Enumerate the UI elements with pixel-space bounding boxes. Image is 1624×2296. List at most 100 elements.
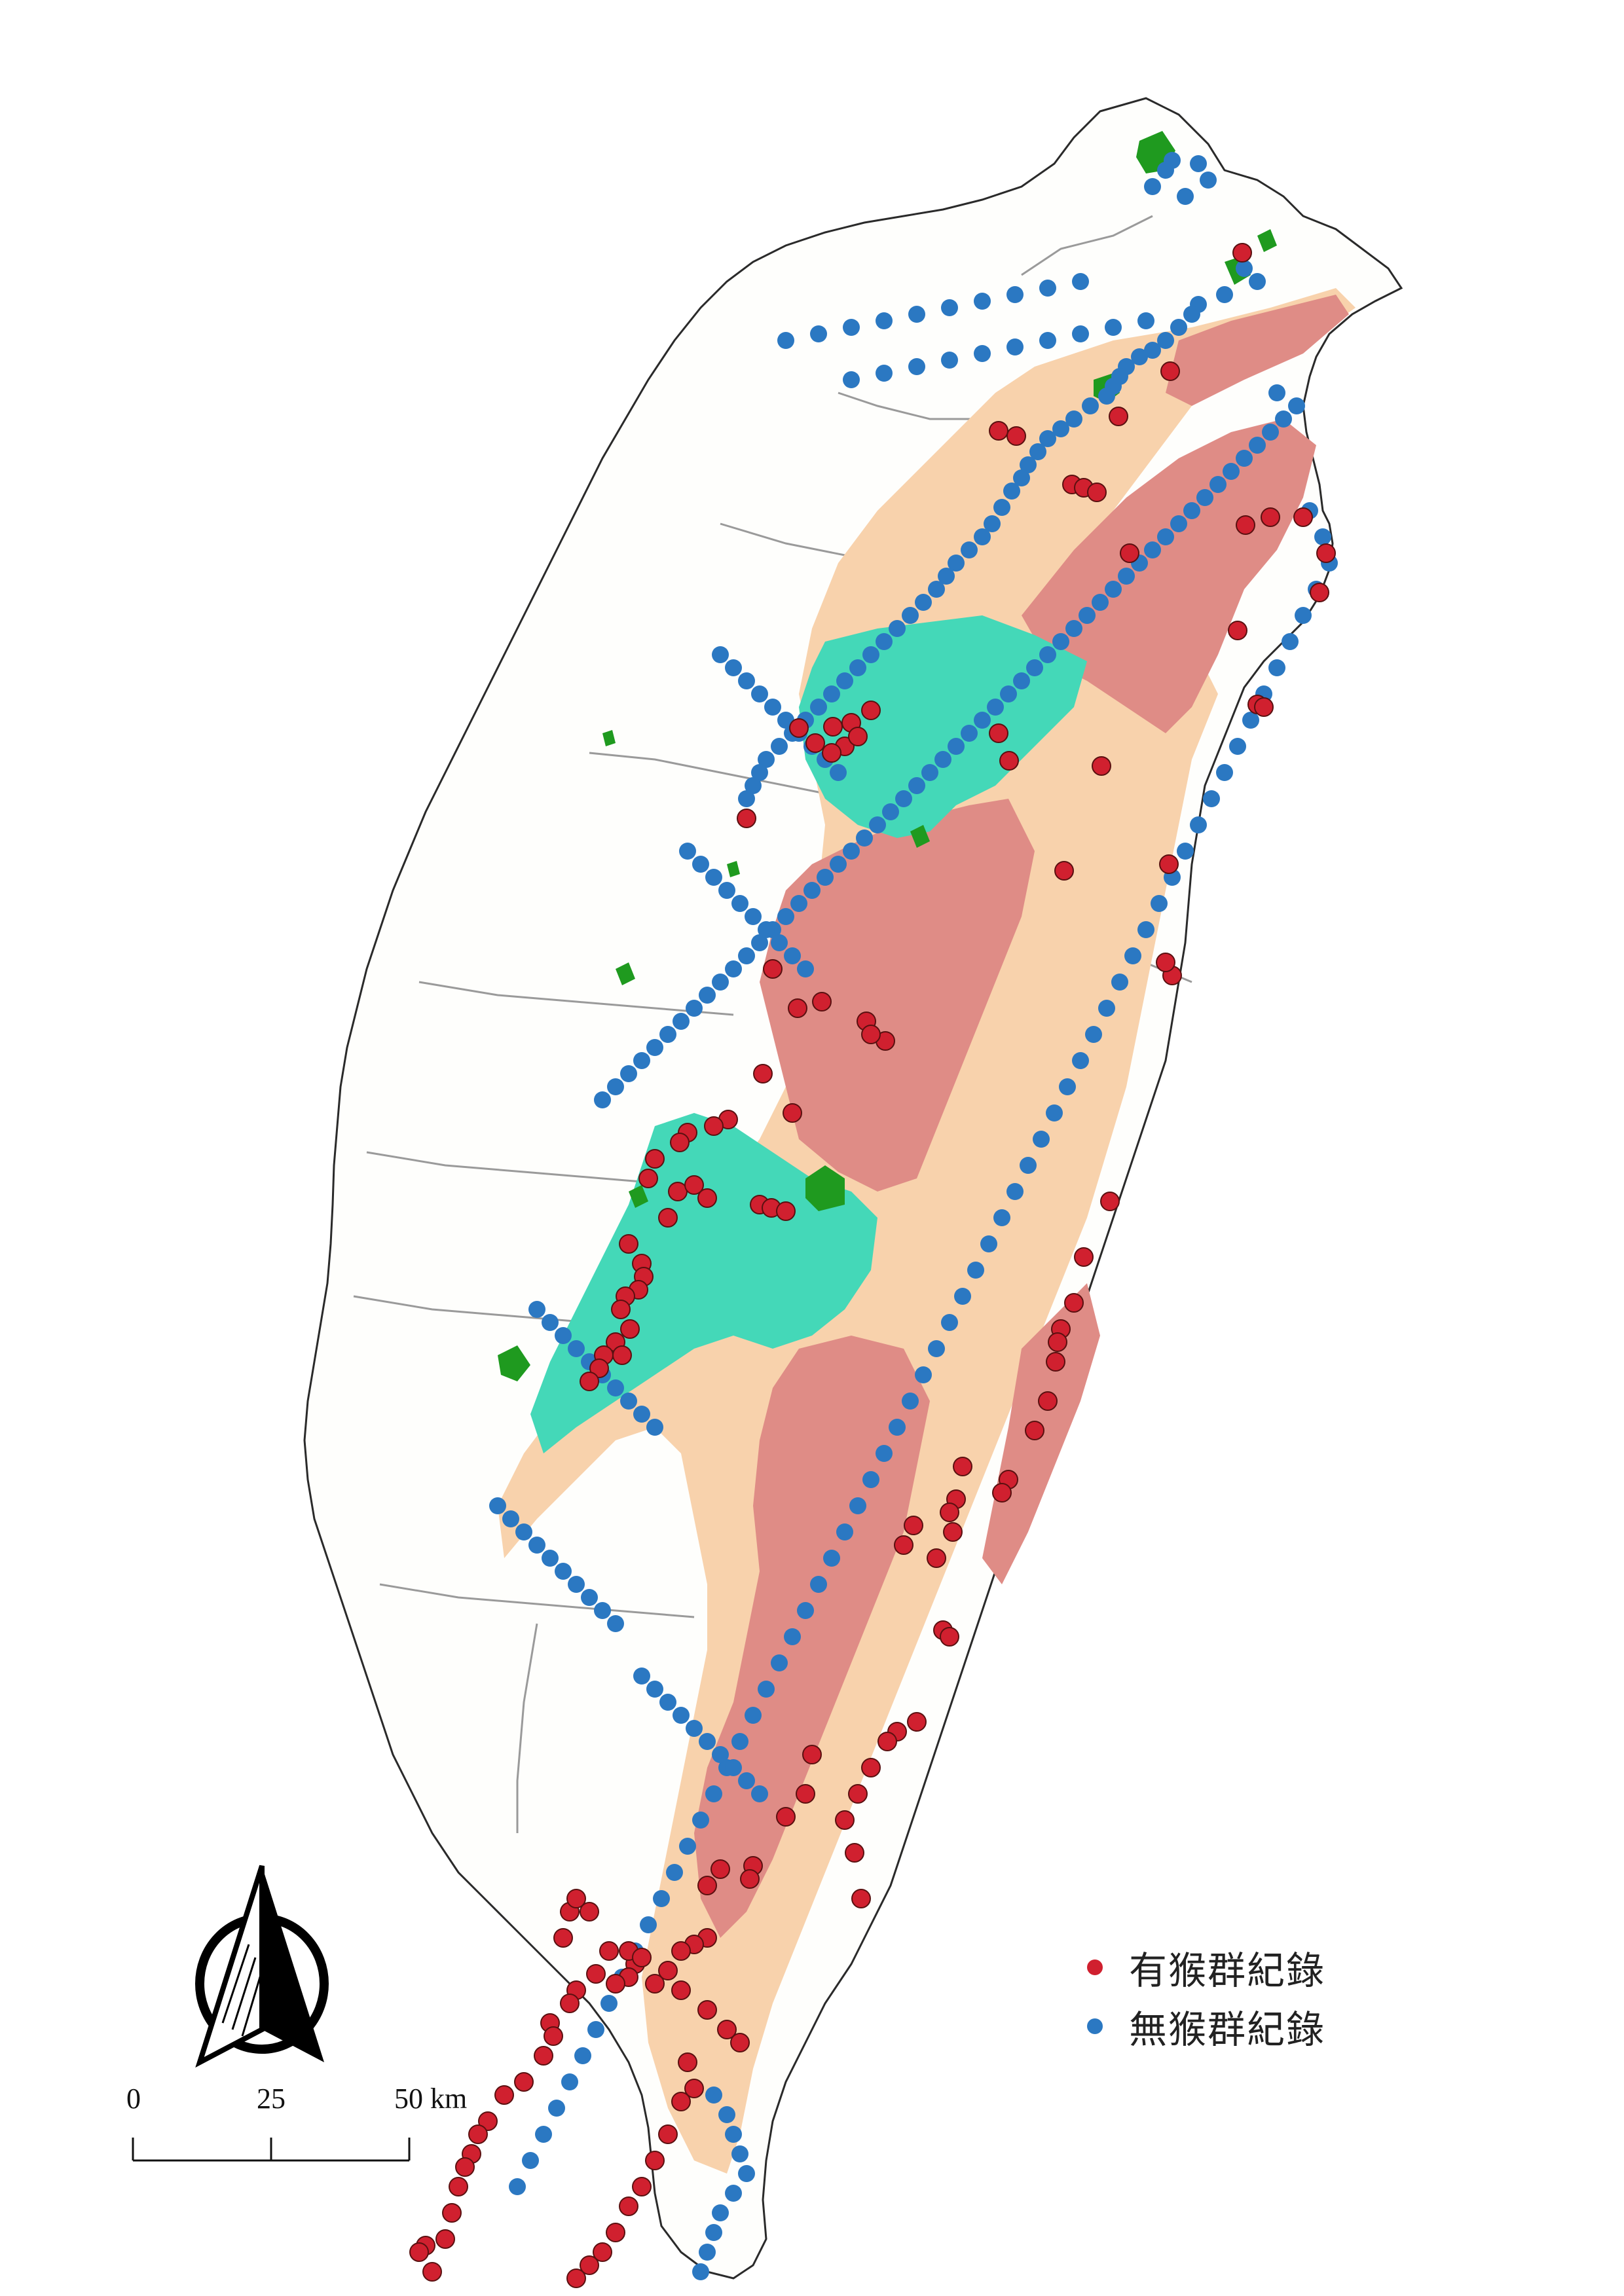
present-point — [763, 959, 783, 979]
present-point — [1316, 543, 1336, 563]
present-point — [812, 992, 832, 1011]
absent-point — [876, 312, 893, 329]
present-point — [1048, 1332, 1067, 1352]
absent-point — [633, 1667, 650, 1685]
absent-point — [882, 803, 899, 820]
present-point — [606, 1974, 625, 1994]
present-point — [478, 2111, 498, 2131]
absent-points-layer — [489, 152, 1338, 2280]
present-point — [1293, 507, 1313, 527]
absent-point — [515, 1523, 532, 1540]
absent-point — [673, 1013, 690, 1030]
absent-point — [587, 2021, 604, 2038]
absent-point — [1275, 410, 1292, 428]
absent-point — [948, 555, 965, 572]
present-point — [989, 723, 1008, 743]
present-point — [1232, 243, 1252, 263]
absent-point — [980, 1235, 997, 1252]
present-point — [940, 1503, 959, 1522]
absent-point — [823, 685, 840, 702]
absent-point — [974, 345, 991, 362]
absent-point — [535, 2126, 552, 2143]
present-point — [927, 1548, 946, 1568]
present-point — [619, 1234, 638, 1254]
present-points-layer — [409, 243, 1336, 2288]
present-point — [580, 1372, 599, 1391]
absent-point — [1223, 463, 1240, 480]
absent-point — [725, 659, 742, 676]
north-arrow-icon — [195, 1865, 329, 2068]
absent-point — [542, 1550, 559, 1567]
present-point — [1087, 483, 1107, 502]
absent-point — [738, 790, 755, 807]
present-point — [717, 2020, 737, 2039]
present-point — [589, 1358, 609, 1378]
present-point — [861, 1758, 881, 1777]
present-point — [740, 1869, 760, 1889]
absent-point — [1105, 319, 1122, 336]
absent-point — [784, 947, 801, 964]
legend-label-absent: 無猴群紀錄 — [1129, 2007, 1326, 2052]
absent-point — [692, 2263, 709, 2280]
absent-point — [548, 2100, 565, 2117]
present-point — [684, 2079, 704, 2098]
absent-point — [771, 738, 788, 755]
absent-point — [1196, 489, 1213, 506]
present-point — [586, 1964, 606, 1984]
present-point — [861, 701, 881, 720]
absent-point — [1118, 568, 1135, 585]
absent-point — [934, 751, 951, 768]
absent-point — [1052, 420, 1069, 437]
present-point — [992, 1483, 1012, 1503]
absent-point — [699, 2244, 716, 2261]
present-point — [697, 1188, 717, 1208]
absent-point — [509, 2178, 526, 2195]
absent-point — [725, 2126, 742, 2143]
present-point — [606, 2223, 625, 2242]
present-point — [671, 1941, 691, 1961]
absent-point — [555, 1563, 572, 1580]
zone-rose-ne — [1022, 419, 1316, 733]
absent-point — [561, 2073, 578, 2090]
absent-point — [673, 1707, 690, 1724]
absent-point — [1216, 764, 1233, 781]
absent-point — [974, 293, 991, 310]
absent-point — [1079, 607, 1096, 624]
absent-point — [941, 352, 958, 369]
absent-point — [908, 358, 925, 375]
zone-peach — [498, 288, 1356, 2174]
absent-point — [522, 2152, 539, 2169]
absent-point — [745, 1707, 762, 1724]
present-point — [580, 2255, 599, 2275]
absent-point — [1151, 895, 1168, 912]
absent-point — [600, 1995, 618, 2012]
scale-bar — [132, 2138, 411, 2162]
absent-point — [1033, 1131, 1050, 1148]
absent-point — [843, 371, 860, 388]
absent-point — [686, 1720, 703, 1737]
absent-point — [849, 659, 866, 676]
absent-point — [1065, 410, 1082, 428]
absent-point — [810, 1576, 827, 1593]
present-point — [678, 2052, 697, 2072]
zone-teal-central — [530, 1113, 877, 1453]
present-point — [645, 1974, 665, 1994]
absent-point — [640, 1916, 657, 1933]
absent-point — [784, 1628, 801, 1645]
absent-point — [876, 1445, 893, 1462]
absent-point — [489, 1497, 506, 1514]
absent-point — [1006, 1183, 1024, 1200]
absent-point — [528, 1537, 545, 1554]
absent-point — [1183, 306, 1200, 323]
present-point — [848, 727, 868, 746]
absent-point — [633, 1052, 650, 1069]
absent-point — [921, 764, 938, 781]
present-point — [494, 2085, 514, 2105]
absent-point — [974, 528, 991, 545]
absent-point — [712, 1746, 729, 1763]
absent-point — [1268, 659, 1285, 676]
absent-point — [1170, 515, 1187, 532]
absent-point — [646, 1681, 663, 1698]
absent-point — [745, 908, 762, 925]
absent-point — [607, 1379, 624, 1396]
